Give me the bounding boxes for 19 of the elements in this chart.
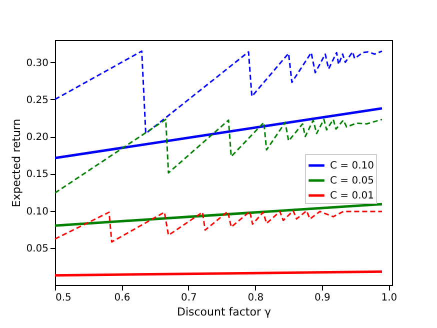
y-tick-label: 0.05 [26, 243, 48, 254]
line-series [55, 50, 383, 134]
legend-label: C = 0.10 [330, 160, 374, 172]
y-axis-title: Expected return [10, 118, 24, 208]
legend-label: C = 0.05 [330, 176, 374, 186]
x-tick-label: 0.9 [314, 292, 330, 304]
x-tick-label: 1.0 [381, 292, 398, 304]
legend-label: C = 0.01 [330, 190, 374, 202]
x-tick-label: 0.8 [248, 292, 264, 304]
x-tick-label: 0.7 [181, 292, 197, 304]
x-tick-label: 0.5 [56, 292, 72, 304]
y-tick-label: 0.25 [26, 94, 48, 106]
y-tick-label: 0.20 [26, 132, 48, 144]
y-tick-label: 0.15 [26, 169, 48, 180]
x-axis-title: Discount factor γ [176, 306, 272, 318]
x-tick-label: 0.6 [114, 292, 130, 304]
y-tick-label: 0.30 [26, 58, 48, 69]
line-series [55, 210, 383, 243]
y-tick-label: 0.10 [26, 206, 48, 218]
